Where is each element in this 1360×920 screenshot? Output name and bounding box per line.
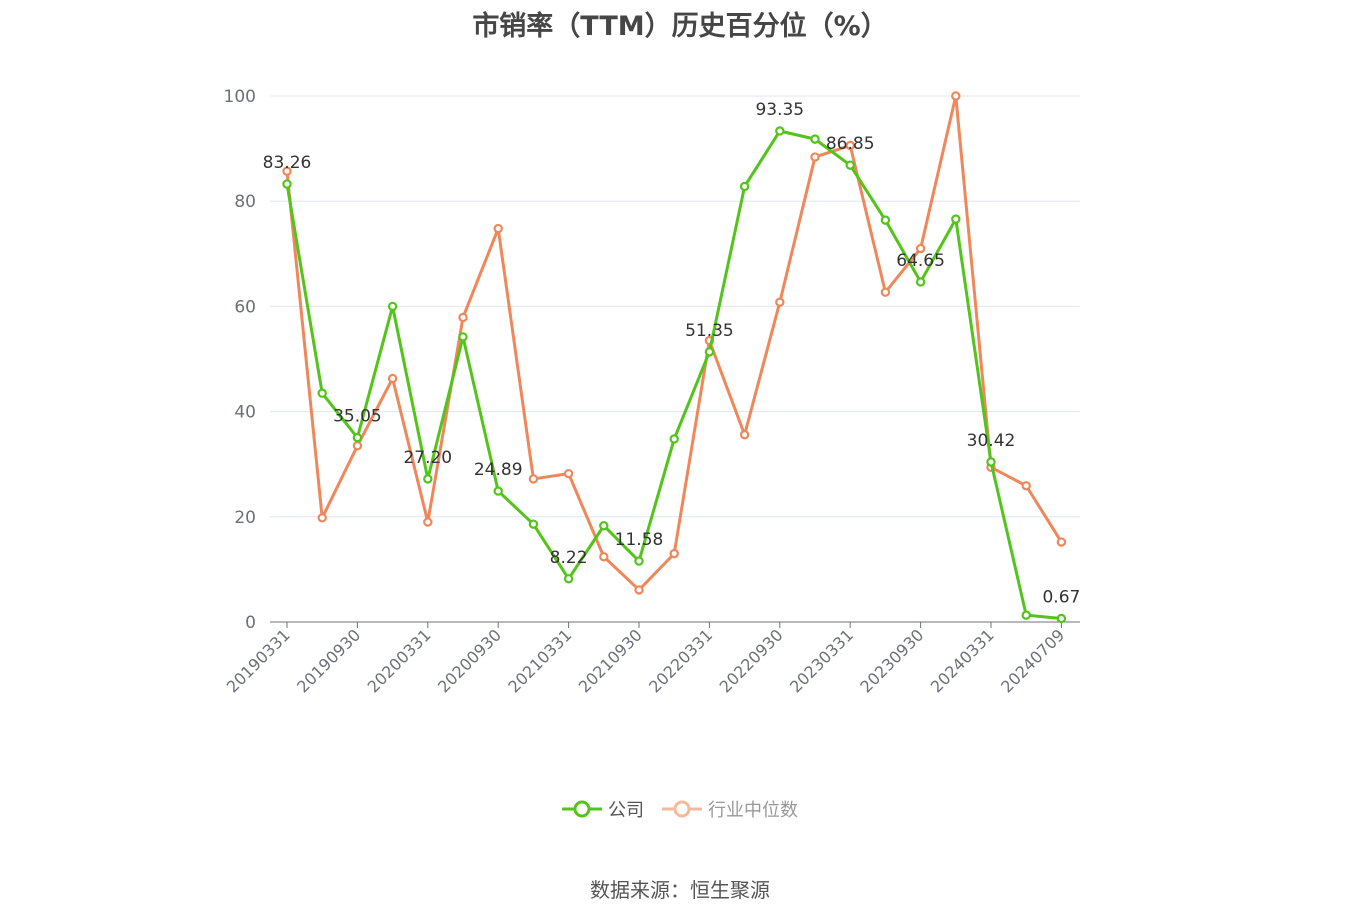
legend: 公司 行业中位数 <box>0 796 1360 822</box>
industry-median-data-point <box>563 468 574 479</box>
company-data-point <box>423 474 433 484</box>
company-data-point <box>599 521 609 531</box>
x-tick-label: 20230331 <box>786 625 857 696</box>
industry-median-series-line <box>285 94 1063 592</box>
x-tick-label: 20200930 <box>434 625 505 696</box>
legend-label-company: 公司 <box>608 800 644 821</box>
industry-median-data-point <box>282 166 292 176</box>
industry-median-data-point <box>634 585 644 595</box>
legend-item-industry-median[interactable]: 行业中位数 <box>662 796 798 822</box>
industry-median-data-point <box>1056 537 1067 547</box>
industry-median-data-point <box>387 373 398 384</box>
company-data-point <box>493 486 503 496</box>
industry-median-data-point <box>458 312 468 323</box>
company-data-label: 30.42 <box>967 431 1016 451</box>
company-data-label: 27.20 <box>403 448 452 468</box>
line-chart: 0 20 40 60 80 100 20190331 20190930 20200331 2020… <box>223 87 1081 696</box>
company-data-point <box>528 519 539 529</box>
x-tick-label: 20220331 <box>645 625 716 696</box>
industry-median-data-point <box>599 552 609 562</box>
x-tick-label: 20190331 <box>223 625 294 696</box>
legend-label-industry-median: 行业中位数 <box>708 800 798 821</box>
x-tick-label: 20220930 <box>716 625 787 696</box>
company-data-point <box>1056 613 1067 624</box>
x-tick-label: 20190930 <box>293 625 364 696</box>
company-data-point <box>739 181 750 192</box>
company-data-point <box>669 434 679 444</box>
company-data-point <box>915 277 926 287</box>
industry-median-data-point <box>1021 481 1031 491</box>
company-data-point <box>282 179 292 189</box>
company-data-label: 0.67 <box>1042 587 1080 607</box>
company-data-label: 11.58 <box>615 530 664 550</box>
x-tick-label: 20240709 <box>997 625 1068 696</box>
company-data-label: 64.65 <box>896 251 945 271</box>
company-data-point <box>775 126 785 136</box>
company-data-label: 86.85 <box>826 134 875 154</box>
y-tick-label: 60 <box>234 297 256 317</box>
x-tick-label: 20200331 <box>364 625 435 696</box>
industry-median-data-point <box>810 152 820 162</box>
industry-median-data-point <box>775 297 785 307</box>
legend-industry-marker-icon <box>662 800 702 818</box>
industry-median-data-point <box>915 243 926 254</box>
y-tick-label: 100 <box>224 87 256 107</box>
industry-median-data-point <box>423 517 433 527</box>
company-data-label: 24.89 <box>474 460 523 480</box>
company-data-point <box>634 556 644 566</box>
y-tick-label: 40 <box>234 403 256 423</box>
industry-median-data-point <box>739 430 750 440</box>
company-data-label: 93.35 <box>755 100 804 120</box>
x-tick-label: 20210331 <box>504 625 575 696</box>
company-data-point <box>387 301 398 312</box>
data-source-note: 数据来源：恒生聚源 <box>590 878 770 902</box>
company-data-point <box>810 134 820 144</box>
company-data-point <box>563 574 574 584</box>
y-tick-label: 20 <box>234 508 256 528</box>
industry-median-data-point <box>493 223 503 234</box>
industry-median-data-point <box>845 140 855 151</box>
company-data-point <box>951 214 961 224</box>
industry-median-data-point <box>352 441 363 451</box>
company-data-point <box>704 347 715 357</box>
company-data-label: 8.22 <box>550 548 588 568</box>
company-data-label: 51.35 <box>685 321 734 341</box>
legend-item-company[interactable]: 公司 <box>562 796 644 822</box>
industry-median-data-point <box>951 91 961 101</box>
company-data-label: 83.26 <box>263 153 312 173</box>
chart-title: 市销率（TTM）历史百分位（%） <box>472 11 888 42</box>
company-data-point <box>880 215 891 225</box>
company-data-point <box>986 457 996 467</box>
company-data-point <box>1021 610 1031 620</box>
legend-company-marker-icon <box>562 800 602 818</box>
industry-median-data-point <box>880 287 891 297</box>
industry-median-data-point <box>317 513 327 523</box>
company-data-point <box>458 332 468 342</box>
company-data-point <box>845 160 855 170</box>
x-tick-label: 20230930 <box>856 625 927 696</box>
y-tick-label: 0 <box>245 613 256 633</box>
company-data-label: 35.05 <box>333 407 382 427</box>
y-tick-label: 80 <box>234 192 256 212</box>
industry-median-data-point <box>528 474 539 484</box>
x-tick-label: 20240331 <box>927 625 998 696</box>
x-tick-label: 20210930 <box>575 625 646 696</box>
company-data-point <box>352 432 363 443</box>
company-data-point <box>317 388 327 398</box>
industry-median-data-point <box>669 548 679 559</box>
